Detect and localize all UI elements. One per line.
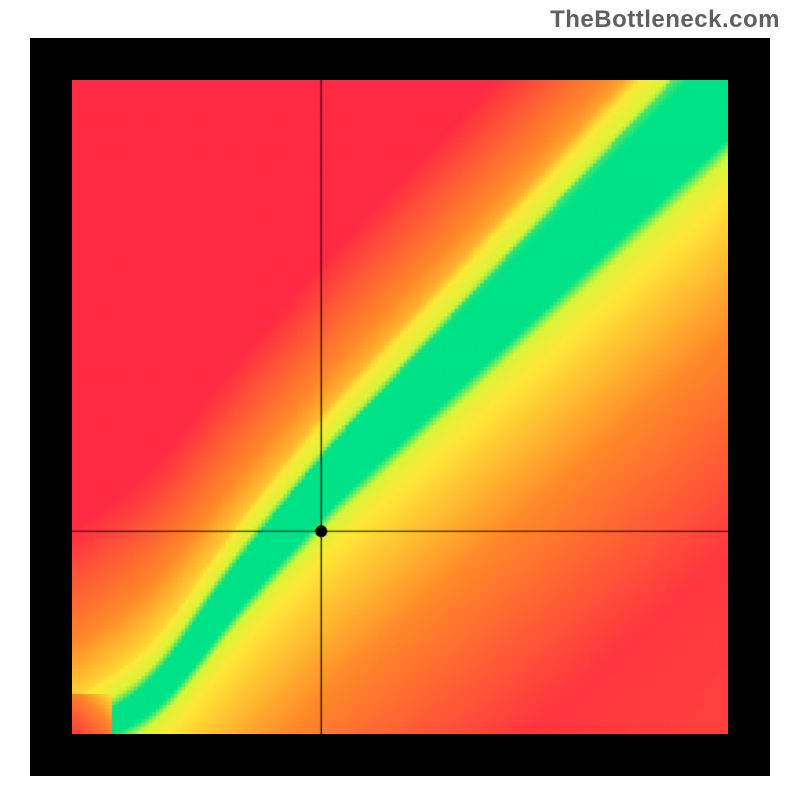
watermark-text: TheBottleneck.com: [550, 6, 780, 34]
plot-frame: [30, 38, 770, 776]
heatmap-canvas: [72, 80, 728, 734]
chart-container: TheBottleneck.com: [0, 0, 800, 800]
plot-inner: [72, 80, 728, 734]
